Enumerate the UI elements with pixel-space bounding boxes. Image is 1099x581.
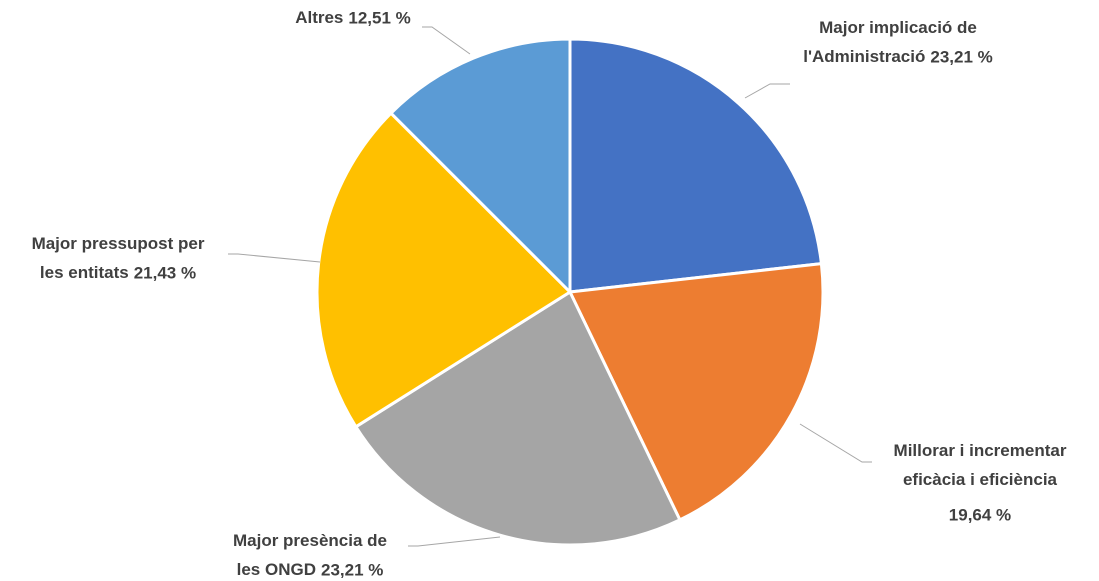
label-line: l'Administració bbox=[803, 47, 925, 66]
pie-slice bbox=[567, 261, 825, 522]
value-label: 23,21 % bbox=[321, 560, 383, 579]
data-label: Major implicació de l'Administració bbox=[803, 18, 977, 66]
label-line: Millorar i incrementar bbox=[894, 441, 1067, 460]
label-line: eficàcia i eficiència bbox=[903, 470, 1058, 489]
label-line: les entitats bbox=[40, 263, 129, 282]
value-label: 23,21 % bbox=[930, 47, 992, 66]
data-label: Altres bbox=[295, 8, 343, 27]
value-label: 19,64 % bbox=[949, 505, 1011, 524]
pie-slice bbox=[353, 289, 682, 547]
label-line: les ONGD bbox=[237, 560, 316, 579]
leader-line bbox=[744, 83, 790, 99]
value-label: 21,43 % bbox=[134, 263, 196, 282]
leader-line bbox=[799, 423, 872, 463]
label-line: Major presència de bbox=[233, 531, 387, 550]
data-label: Major pressupost per les entitats bbox=[32, 234, 205, 282]
label-line: Major implicació de bbox=[819, 18, 977, 37]
pie-slice bbox=[388, 37, 572, 296]
value-label: 12,51 % bbox=[348, 8, 410, 27]
pie-slice bbox=[315, 111, 573, 429]
leader-line bbox=[228, 253, 321, 263]
leader-line bbox=[408, 536, 501, 547]
label-line: Altres bbox=[295, 8, 343, 27]
label-line: Major pressupost per bbox=[32, 234, 205, 253]
leader-line bbox=[422, 26, 471, 55]
data-label: Major presència de les ONGD bbox=[233, 531, 387, 579]
pie-slice bbox=[568, 37, 824, 294]
data-label: Millorar i incrementar eficàcia i eficièn… bbox=[894, 441, 1067, 489]
